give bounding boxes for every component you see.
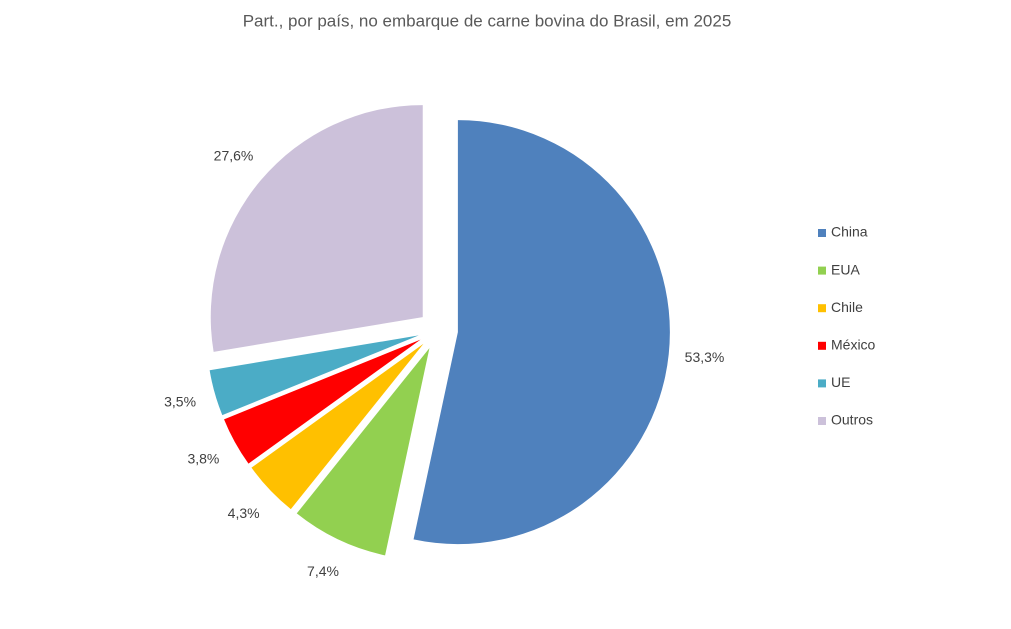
- legend-marker: [818, 229, 826, 237]
- legend-marker: [818, 266, 826, 275]
- pie-slice: [251, 343, 424, 510]
- legend-marker: [818, 304, 826, 313]
- legend-label: China: [831, 224, 868, 240]
- legend-label: México: [831, 337, 876, 353]
- legend-label: EUA: [831, 261, 860, 277]
- legend-marker: [818, 341, 826, 350]
- data-label: 53,3%: [685, 349, 725, 365]
- data-label: 3,8%: [187, 450, 219, 466]
- pie-slice: [210, 105, 423, 352]
- pie-slice: [224, 339, 421, 464]
- pie-slice: [296, 348, 430, 556]
- legend-label: UE: [831, 374, 850, 390]
- legend-label: Outros: [831, 412, 873, 428]
- data-label: 3,5%: [164, 394, 196, 410]
- data-label: 4,3%: [228, 505, 260, 521]
- pie-slice: [209, 335, 419, 416]
- pie-slice: [413, 120, 670, 545]
- chart-title: Part., por país, no embarque de carne bo…: [243, 11, 732, 30]
- data-label: 27,6%: [214, 147, 254, 163]
- legend-label: Chile: [831, 299, 863, 315]
- legend-marker: [818, 417, 826, 425]
- data-label: 7,4%: [307, 563, 339, 579]
- legend-marker: [818, 379, 826, 388]
